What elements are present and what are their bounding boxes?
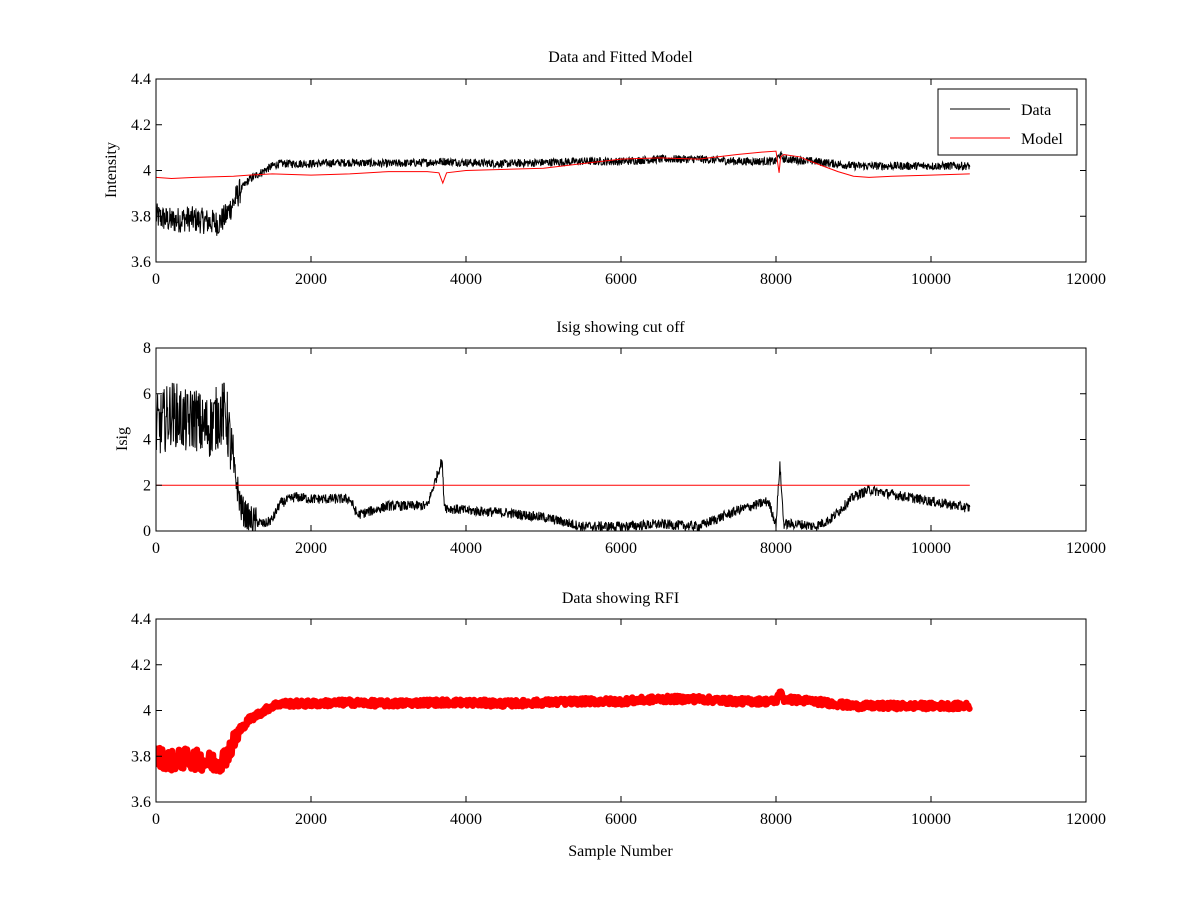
x-tick-label: 2000 (295, 271, 327, 288)
y-tick-label: 2 (143, 477, 151, 494)
x-tick-label: 0 (152, 271, 160, 288)
x-tick-label: 0 (152, 540, 160, 557)
legend-entry-label: Model (1021, 131, 1063, 148)
y-tick-label: 3.8 (131, 748, 151, 765)
y-tick-label: 0 (143, 523, 151, 540)
x-tick-label: 4000 (450, 540, 482, 557)
y-axis-label: Intensity (103, 142, 120, 198)
y-tick-label: 4.4 (131, 71, 151, 88)
panel-isig-cutoff: Isig showing cut off Isig 0 2000 4000 6000 8… (114, 319, 1106, 557)
x-tick-label: 12000 (1066, 271, 1106, 288)
panel-title: Isig showing cut off (556, 319, 685, 336)
x-tick-label: 4000 (450, 271, 482, 288)
y-tick-label: 4 (143, 432, 151, 449)
y-tick-label: 4 (143, 163, 151, 180)
x-tick-label: 6000 (605, 271, 637, 288)
x-tick-label: 6000 (605, 811, 637, 828)
x-tick-label: 8000 (760, 271, 792, 288)
x-tick-label: 6000 (605, 540, 637, 557)
panel-title: Data showing RFI (562, 590, 679, 607)
x-tick-label: 4000 (450, 811, 482, 828)
y-tick-label: 4 (143, 703, 151, 720)
plot-area (156, 688, 973, 775)
x-tick-label: 10000 (911, 540, 951, 557)
y-tick-label: 6 (143, 386, 151, 403)
x-tick-label: 10000 (911, 811, 951, 828)
y-tick-label: 3.6 (131, 794, 151, 811)
x-axis-label: Sample Number (568, 843, 673, 860)
y-tick-label: 4.2 (131, 117, 151, 134)
x-tick-label: 8000 (760, 811, 792, 828)
legend: Data Model (937, 88, 1078, 156)
y-tick-label: 4.4 (131, 611, 151, 628)
x-tick-label: 8000 (760, 540, 792, 557)
x-tick-label: 12000 (1066, 540, 1106, 557)
series-isig-line (156, 382, 971, 531)
plot-area (156, 150, 971, 236)
legend-entry-label: Data (1021, 102, 1051, 119)
x-tick-label: 10000 (911, 271, 951, 288)
legend-box (937, 88, 1078, 156)
y-tick-label: 3.8 (131, 208, 151, 225)
y-tick-label: 4.2 (131, 657, 151, 674)
y-axis-label: Isig (114, 427, 131, 451)
x-tick-label: 0 (152, 811, 160, 828)
y-tick-label: 8 (143, 340, 151, 357)
series-model-line (156, 150, 970, 185)
panel-data-rfi: Data showing RFI Sample Number 0 2000 4000… (131, 590, 1106, 860)
x-tick-label: 2000 (295, 540, 327, 557)
series-rfi-markers (156, 688, 973, 775)
plot-area (156, 382, 971, 531)
x-tick-label: 2000 (295, 811, 327, 828)
panel-data-fitted-model: Data and Fitted Model Intensity 0 2000 400… (103, 49, 1106, 288)
y-tick-label: 3.6 (131, 254, 151, 271)
panel-title: Data and Fitted Model (548, 49, 693, 66)
x-tick-label: 12000 (1066, 811, 1106, 828)
